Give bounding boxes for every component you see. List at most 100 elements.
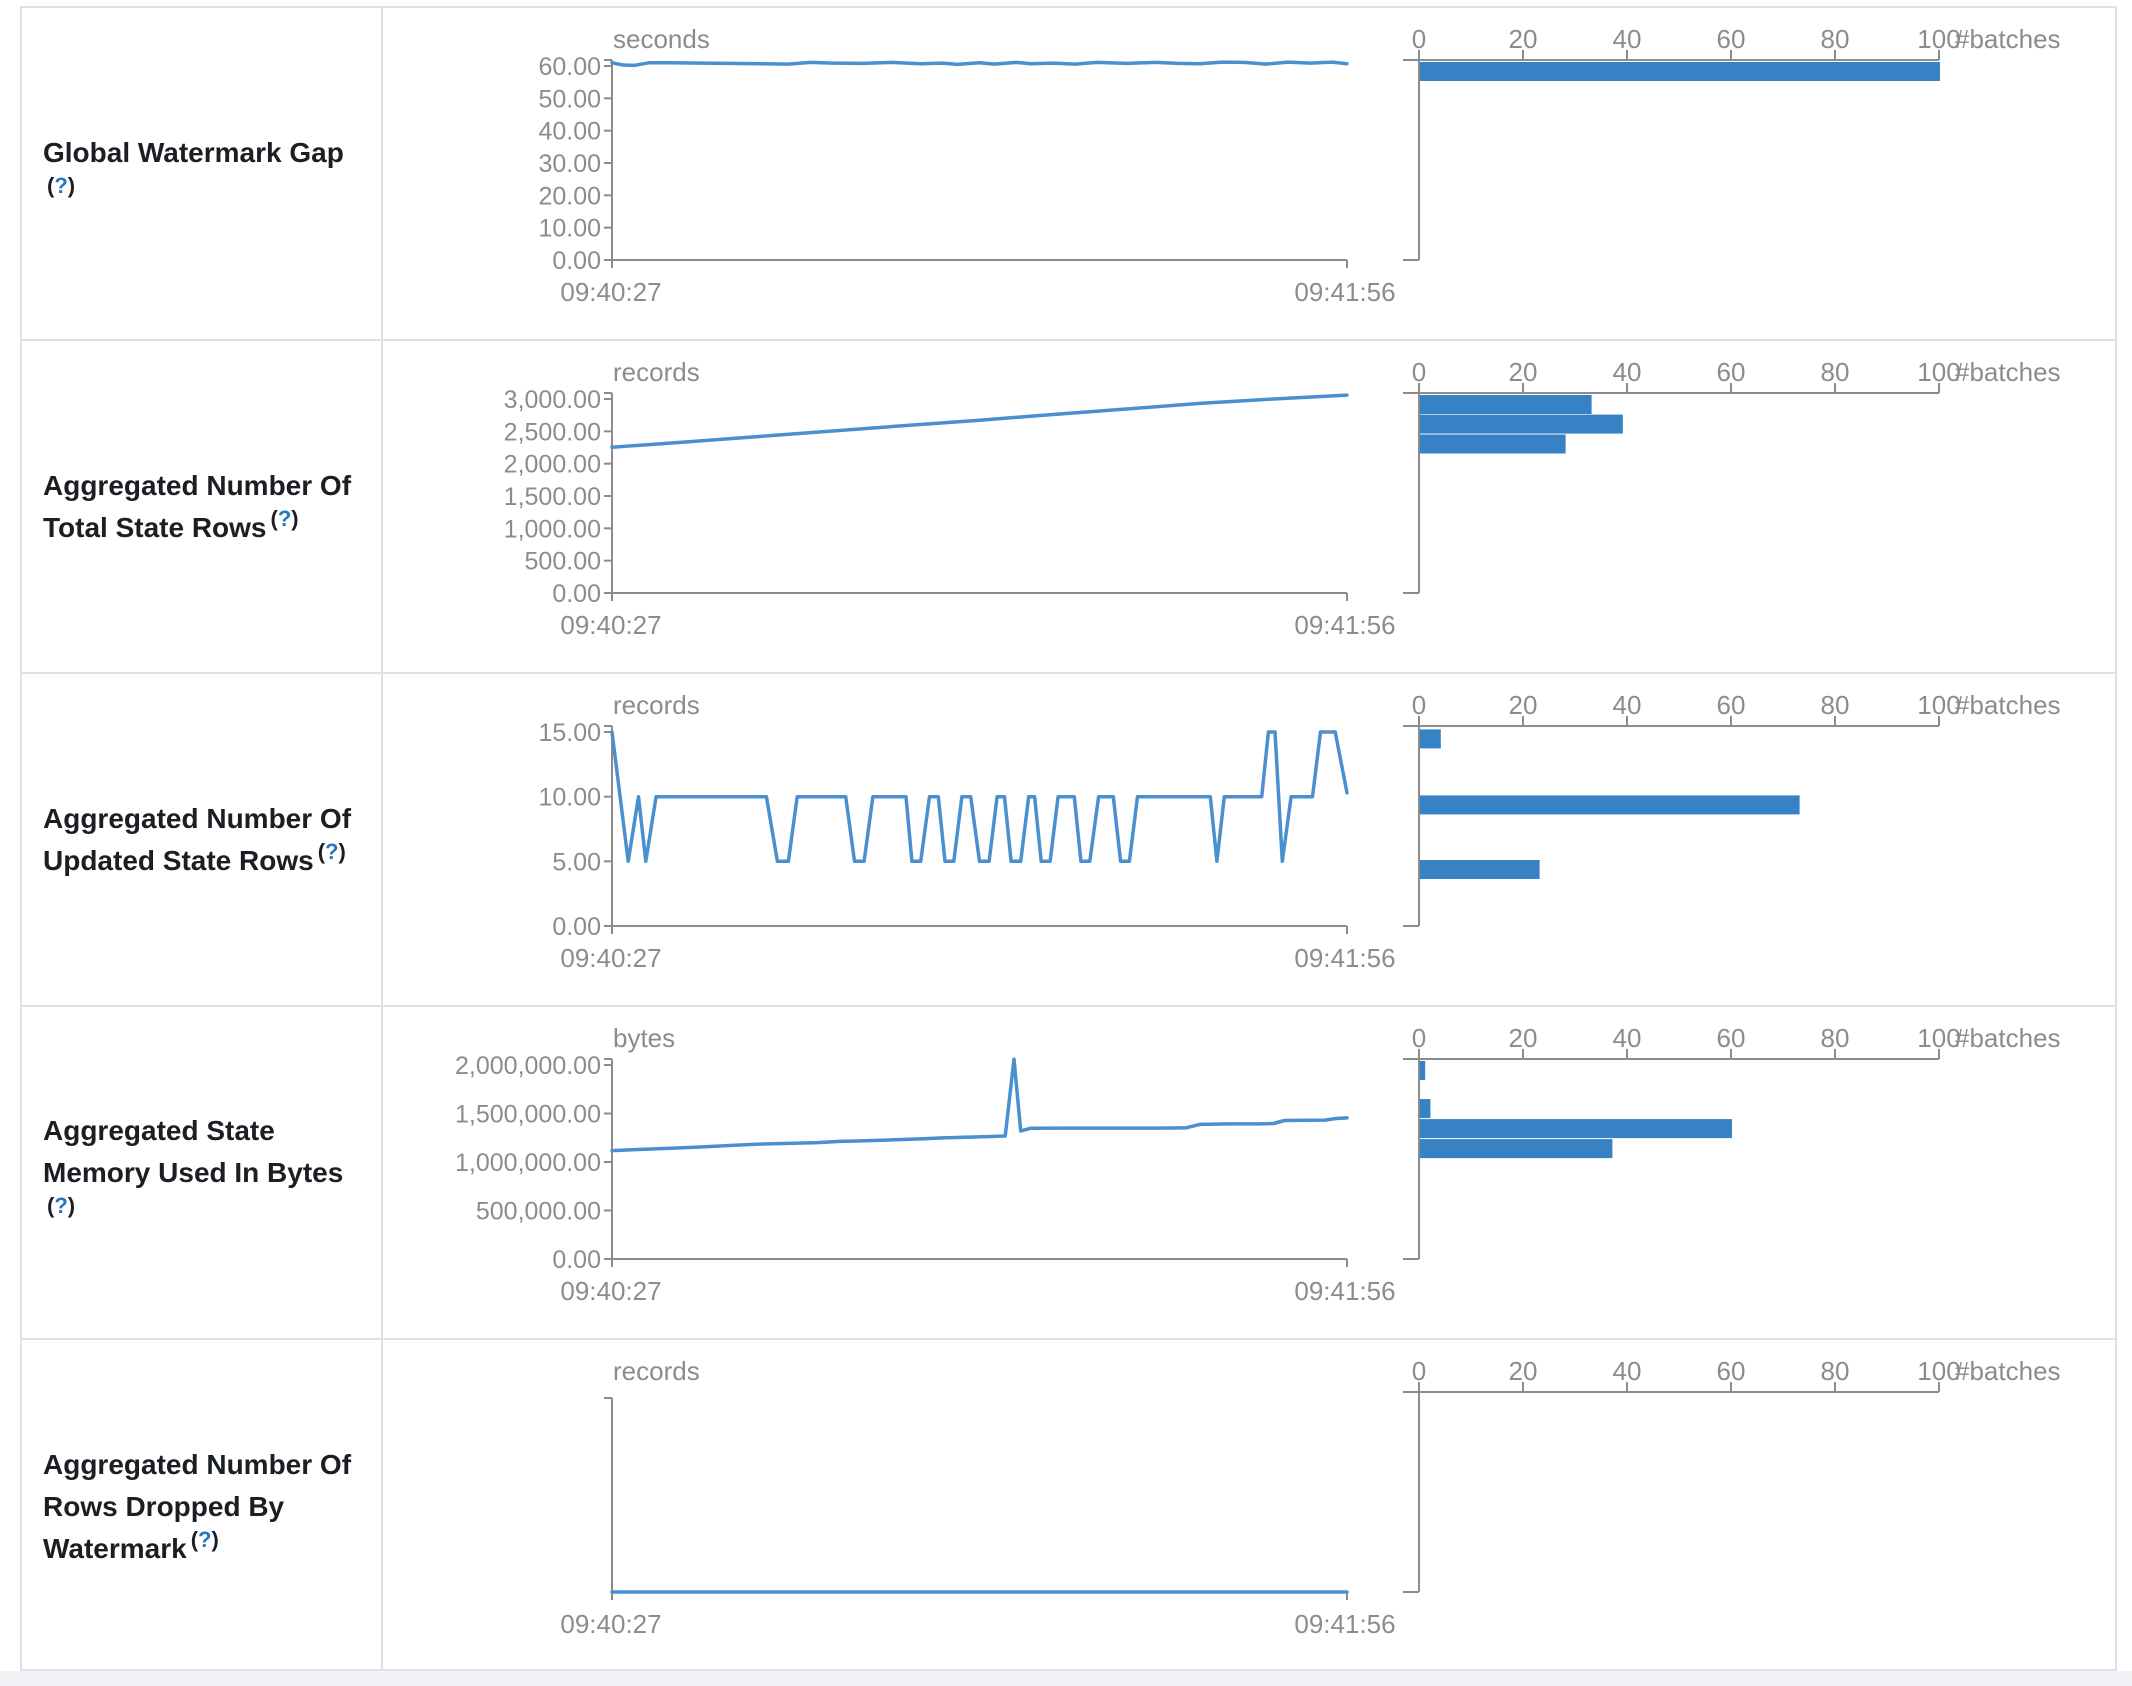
histogram-tick-label: 40 <box>1613 690 1642 720</box>
histogram-tick-label: 40 <box>1613 357 1642 387</box>
histogram-unit-label: #batches <box>1955 690 2061 720</box>
x-axis-end-label: 09:41:56 <box>1294 610 1395 640</box>
y-axis-tick-label: 30.00 <box>538 150 601 178</box>
y-axis-tick-label: 3,000.00 <box>504 386 601 414</box>
y-axis-tick-label: 5.00 <box>552 848 601 876</box>
streaming-statistics-table: Global Watermark Gap (?) seconds 60.00 50.0… <box>20 6 2117 1673</box>
histogram-bar <box>1420 860 1540 879</box>
help-link[interactable]: (?) <box>47 173 76 199</box>
histogram-tick-label: 60 <box>1717 357 1746 387</box>
timeline-series-line <box>610 1057 1349 1153</box>
metric-title-line: Memory Used In Bytes <box>43 1156 344 1188</box>
y-axis-tick-label: 1,000,000.00 <box>455 1149 601 1177</box>
histogram-tick-label: 80 <box>1821 357 1850 387</box>
x-axis-end-label: 09:41:56 <box>1294 943 1395 973</box>
charts-svg: seconds 60.00 50.00 40.00 30.00 20.00 10.00 0.0… <box>538 24 2061 307</box>
histogram-chart: 0 20 40 60 80 100#batches <box>1403 690 2061 927</box>
metric-label-cell: Aggregated Number Of Total State Rows (?) <box>22 341 383 672</box>
timeline-unit-label: records <box>613 1356 700 1386</box>
y-axis-tick-label: 1,500.00 <box>504 483 601 511</box>
histogram-tick-label: 80 <box>1821 1023 1850 1053</box>
histogram-tick-label: 100 <box>1917 357 1960 387</box>
help-link[interactable]: (?) <box>190 1527 219 1553</box>
y-axis-tick-label: 1,500,000.00 <box>455 1101 601 1129</box>
x-axis-start-label: 09:40:27 <box>560 277 661 307</box>
metric-row: Aggregated Number Of Updated State Rows (?… <box>22 674 2115 1007</box>
metric-charts-cell: records 3,000.00 2,500.00 2,000.00 1,500.00 1… <box>383 341 2117 672</box>
histogram-chart: 0 20 40 60 80 100#batches <box>1403 24 2061 261</box>
y-axis-tick-label: 2,000.00 <box>504 451 601 479</box>
histogram-tick-label: 40 <box>1613 1356 1642 1386</box>
timeline-chart: seconds 60.00 50.00 40.00 30.00 20.00 10.00 0.0… <box>538 24 1395 307</box>
histogram-tick-label: 80 <box>1821 1356 1850 1386</box>
y-axis-tick-label: 1,000.00 <box>504 515 601 543</box>
charts-svg: bytes 2,000,000.00 1,500,000.00 1,000,000.0… <box>455 1023 2061 1306</box>
histogram-tick-label: 60 <box>1717 24 1746 54</box>
histogram-unit-label: #batches <box>1955 24 2061 54</box>
histogram-bar <box>1420 434 1566 454</box>
charts-svg: records 3,000.00 2,500.00 2,000.00 1,500.00 1… <box>504 357 2061 640</box>
histogram-tick-label: 100 <box>1917 24 1960 54</box>
x-axis-start-label: 09:40:27 <box>560 943 661 973</box>
histogram-bar <box>1420 1119 1732 1139</box>
metric-title-line: Rows Dropped By <box>43 1490 285 1522</box>
histogram-chart: 0 20 40 60 80 100#batches <box>1403 357 2061 594</box>
help-link[interactable]: (?) <box>270 506 299 532</box>
help-link[interactable]: (?) <box>317 839 346 865</box>
histogram-tick-label: 20 <box>1509 24 1538 54</box>
histogram-tick-label: 40 <box>1613 1023 1642 1053</box>
metric-title-line: Aggregated Number Of <box>43 469 352 501</box>
metric-row: Aggregated Number Of Rows Dropped By Water… <box>22 1340 2115 1673</box>
metric-title-line: Updated State Rows (?) <box>43 839 346 876</box>
y-axis-tick-label: 2,000,000.00 <box>455 1052 601 1080</box>
metric-row: Aggregated Number Of Total State Rows (?) … <box>22 341 2115 674</box>
metric-title-line: Total State Rows (?) <box>43 506 299 543</box>
metric-charts-cell: records 15.00 10.00 5.00 0.00 09:40:27 09:41:5… <box>383 674 2117 1005</box>
histogram-bar <box>1420 395 1592 414</box>
y-axis-tick-label: 60.00 <box>538 53 601 81</box>
metric-title-line: Aggregated State <box>43 1114 275 1146</box>
metric-row: Global Watermark Gap (?) seconds 60.00 50.0… <box>22 8 2115 341</box>
timeline-chart: bytes 2,000,000.00 1,500,000.00 1,000,000.0… <box>455 1023 1396 1306</box>
metric-label-cell: Aggregated Number Of Updated State Rows (?… <box>22 674 383 1005</box>
timeline-chart: records 09:40:27 09:41:56 <box>560 1356 1395 1639</box>
y-axis-tick-label: 0.00 <box>552 913 601 941</box>
y-axis-tick-label: 500,000.00 <box>476 1198 601 1226</box>
histogram-tick-label: 100 <box>1917 1356 1960 1386</box>
histogram-chart: 0 20 40 60 80 100#batches <box>1403 1356 2061 1593</box>
y-axis-tick-label: 10.00 <box>538 215 601 243</box>
x-axis-end-label: 09:41:56 <box>1294 277 1395 307</box>
histogram-bar <box>1420 62 1940 81</box>
x-axis-start-label: 09:40:27 <box>560 1276 661 1306</box>
histogram-bar <box>1420 729 1441 749</box>
x-axis-end-label: 09:41:56 <box>1294 1609 1395 1639</box>
y-axis-tick-label: 0.00 <box>552 247 601 275</box>
histogram-bar <box>1420 1139 1613 1159</box>
histogram-unit-label: #batches <box>1955 1023 2061 1053</box>
histogram-tick-label: 20 <box>1509 357 1538 387</box>
histogram-tick-label: 80 <box>1821 24 1850 54</box>
x-axis-start-label: 09:40:27 <box>560 610 661 640</box>
timeline-series-line <box>610 730 1349 864</box>
timeline-unit-label: bytes <box>613 1023 675 1053</box>
y-axis-tick-label: 500.00 <box>525 548 601 576</box>
metric-label-cell: Aggregated Number Of Rows Dropped By Water… <box>22 1340 383 1673</box>
y-axis-tick-label: 50.00 <box>538 85 601 113</box>
metric-charts-cell: seconds 60.00 50.00 40.00 30.00 20.00 10.00 0.0… <box>383 8 2117 339</box>
metric-label-cell: Global Watermark Gap (?) <box>22 8 383 339</box>
x-axis-start-label: 09:40:27 <box>560 1609 661 1639</box>
histogram-unit-label: #batches <box>1955 1356 2061 1386</box>
timeline-series-line <box>610 60 1349 68</box>
metric-charts-cell: bytes 2,000,000.00 1,500,000.00 1,000,000.0… <box>383 1007 2117 1338</box>
help-link[interactable]: (?) <box>47 1193 76 1219</box>
histogram-tick-label: 20 <box>1509 1356 1538 1386</box>
charts-svg: records 09:40:27 09:41:56 0 20 40 60 80 100#batc… <box>560 1356 2061 1639</box>
histogram-tick-label: 80 <box>1821 690 1850 720</box>
timeline-series-line <box>610 393 1349 449</box>
histogram-tick-label: 60 <box>1717 1023 1746 1053</box>
y-axis-tick-label: 40.00 <box>538 118 601 146</box>
page-background-strip <box>0 1671 2132 1686</box>
timeline-unit-label: records <box>613 690 700 720</box>
y-axis-tick-label: 20.00 <box>538 182 601 210</box>
